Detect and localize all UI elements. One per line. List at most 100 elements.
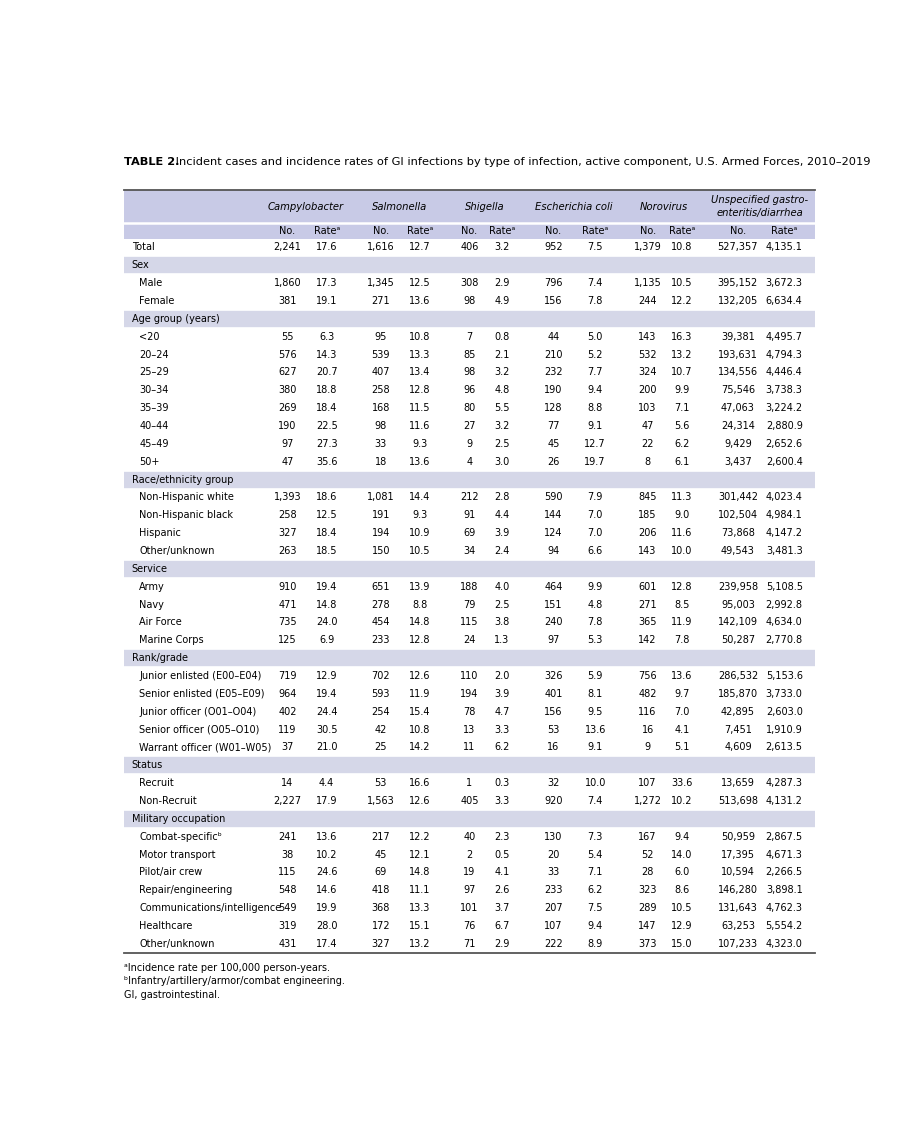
Text: 12.2: 12.2	[671, 296, 692, 306]
Text: 22: 22	[641, 439, 654, 449]
Text: 548: 548	[278, 885, 297, 896]
Text: 13.6: 13.6	[584, 724, 605, 735]
Text: 13.2: 13.2	[671, 350, 692, 360]
Text: 4.4: 4.4	[495, 511, 509, 520]
Text: 6.7: 6.7	[494, 921, 509, 932]
Text: Male: Male	[139, 278, 162, 288]
Bar	[124, 846, 815, 864]
Text: 1,081: 1,081	[367, 493, 395, 503]
Text: 77: 77	[547, 421, 560, 431]
Text: Rateᵃ: Rateᵃ	[582, 226, 608, 235]
Text: 194: 194	[460, 688, 478, 699]
Text: 10.2: 10.2	[671, 796, 692, 806]
Text: 269: 269	[278, 403, 297, 413]
Text: 8: 8	[645, 457, 650, 467]
Text: 2.6: 2.6	[494, 885, 509, 896]
Text: Air Force: Air Force	[139, 618, 182, 628]
Text: 71: 71	[463, 939, 475, 948]
Text: 34: 34	[463, 546, 475, 556]
Text: Campylobacter: Campylobacter	[268, 201, 344, 212]
Text: 188: 188	[460, 582, 478, 592]
Text: 55: 55	[281, 332, 294, 342]
Text: 7.1: 7.1	[674, 403, 690, 413]
Text: 156: 156	[544, 706, 562, 717]
Text: 21.0: 21.0	[316, 742, 337, 753]
Text: 206: 206	[638, 528, 657, 538]
Text: 14.6: 14.6	[316, 885, 337, 896]
Text: 271: 271	[372, 296, 390, 306]
Text: No.: No.	[373, 226, 389, 235]
Text: 5.3: 5.3	[587, 636, 603, 646]
Text: 20–24: 20–24	[139, 350, 169, 360]
Text: 172: 172	[372, 921, 390, 932]
Text: 12.9: 12.9	[316, 670, 337, 681]
Text: 45: 45	[375, 849, 387, 860]
Text: 125: 125	[278, 636, 297, 646]
Bar	[124, 470, 815, 488]
Text: 142: 142	[638, 636, 657, 646]
Text: Hispanic: Hispanic	[139, 528, 181, 538]
Text: 539: 539	[372, 350, 390, 360]
Text: 13.6: 13.6	[671, 670, 692, 681]
Text: 549: 549	[278, 903, 297, 914]
Text: 9.3: 9.3	[412, 439, 428, 449]
Text: 6.6: 6.6	[587, 546, 603, 556]
Text: 576: 576	[278, 350, 297, 360]
Text: 9.1: 9.1	[587, 742, 603, 753]
Text: 8.5: 8.5	[674, 600, 690, 610]
Text: No.: No.	[279, 226, 296, 235]
Text: 5,153.6: 5,153.6	[766, 670, 802, 681]
Text: 1,910.9: 1,910.9	[766, 724, 802, 735]
Text: Non-Recruit: Non-Recruit	[139, 796, 197, 806]
Text: 4,287.3: 4,287.3	[766, 778, 802, 789]
Text: 17.3: 17.3	[316, 278, 337, 288]
Text: 190: 190	[544, 386, 562, 395]
Text: 3,898.1: 3,898.1	[766, 885, 802, 896]
Text: 5.2: 5.2	[587, 350, 603, 360]
Text: 96: 96	[463, 386, 475, 395]
Text: 3.7: 3.7	[494, 903, 509, 914]
Text: 11.5: 11.5	[409, 403, 431, 413]
Text: 30.5: 30.5	[316, 724, 337, 735]
Text: Combat-specificᵇ: Combat-specificᵇ	[139, 831, 223, 842]
Text: Total: Total	[132, 243, 154, 252]
Text: 5.9: 5.9	[587, 670, 603, 681]
Text: 454: 454	[372, 618, 390, 628]
Text: 95: 95	[375, 332, 387, 342]
Text: 286,532: 286,532	[718, 670, 758, 681]
Bar	[124, 238, 815, 256]
Text: 3,672.3: 3,672.3	[766, 278, 802, 288]
Bar	[124, 292, 815, 310]
Text: 9: 9	[645, 742, 650, 753]
Text: 12.9: 12.9	[671, 921, 692, 932]
Bar	[124, 828, 815, 846]
Text: 4.1: 4.1	[674, 724, 690, 735]
Text: 12.7: 12.7	[584, 439, 606, 449]
Text: 271: 271	[638, 600, 657, 610]
Text: 2,880.9: 2,880.9	[766, 421, 802, 431]
Text: 2,770.8: 2,770.8	[766, 636, 802, 646]
Bar	[124, 595, 815, 613]
Text: 45: 45	[547, 439, 560, 449]
Text: 719: 719	[278, 670, 297, 681]
Text: 15.1: 15.1	[409, 921, 431, 932]
Text: 116: 116	[638, 706, 657, 717]
Text: 14: 14	[281, 778, 293, 789]
Text: 1,860: 1,860	[274, 278, 301, 288]
Text: 1.3: 1.3	[495, 636, 509, 646]
Text: 2.0: 2.0	[494, 670, 509, 681]
Text: 2,241: 2,241	[274, 243, 301, 252]
Text: 13: 13	[463, 724, 475, 735]
Bar	[124, 935, 815, 953]
Text: 150: 150	[372, 546, 390, 556]
Text: ᵃIncidence rate per 100,000 person-years.: ᵃIncidence rate per 100,000 person-years…	[124, 963, 330, 973]
Text: 2.1: 2.1	[494, 350, 509, 360]
Text: 19.7: 19.7	[584, 457, 605, 467]
Text: 2.5: 2.5	[494, 439, 509, 449]
Text: 7.4: 7.4	[587, 796, 603, 806]
Text: 4,023.4: 4,023.4	[766, 493, 802, 503]
Text: 53: 53	[375, 778, 387, 789]
Text: 8.8: 8.8	[587, 403, 603, 413]
Text: 3.3: 3.3	[495, 724, 509, 735]
Text: 9.7: 9.7	[674, 688, 690, 699]
